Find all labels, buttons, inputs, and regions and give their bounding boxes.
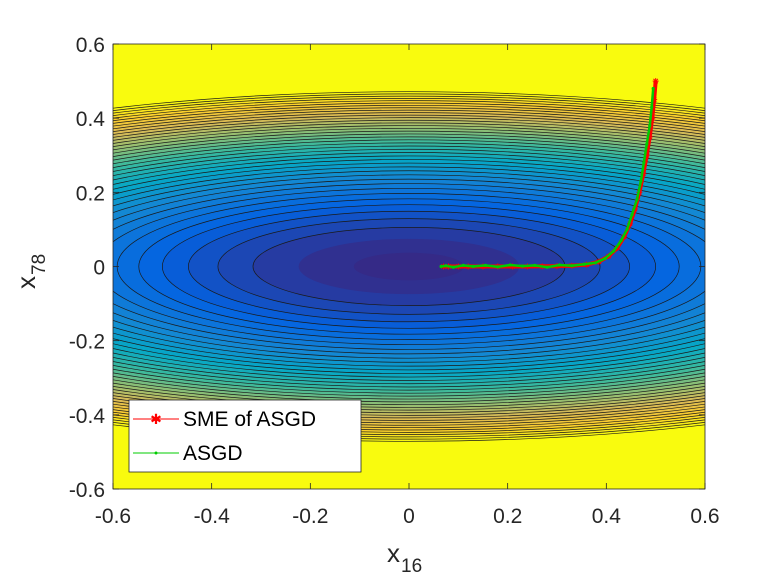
asgd-point <box>570 264 574 268</box>
asgd-point <box>557 263 562 267</box>
series-layer <box>439 78 659 270</box>
contour-line <box>113 114 705 419</box>
x-tick-label: 0.2 <box>493 505 522 528</box>
contour-line <box>113 100 705 433</box>
contour-line <box>188 210 630 323</box>
contour-line <box>113 142 705 391</box>
legend-box <box>128 399 362 473</box>
contour-line <box>138 198 680 335</box>
contour-line <box>113 155 705 378</box>
contour-line <box>113 145 705 388</box>
sme-asgd-point <box>652 78 659 85</box>
asgd-point <box>645 142 649 146</box>
asgd-point <box>520 264 525 268</box>
contour-line <box>161 204 657 329</box>
contour-line <box>113 130 705 403</box>
asgd-point <box>625 227 629 232</box>
asgd-point <box>619 238 623 243</box>
contour-line <box>113 105 705 428</box>
contour-line <box>113 112 705 421</box>
contour-line <box>113 174 705 359</box>
contour-line <box>113 170 705 363</box>
contour-line <box>113 107 705 426</box>
y-tick-label: 0 <box>93 257 105 280</box>
asgd-point <box>642 161 646 165</box>
asgd-point <box>651 86 655 91</box>
contour-line <box>113 93 705 440</box>
contour-line <box>113 183 705 350</box>
contour-line <box>113 102 705 431</box>
contour-line <box>113 98 705 435</box>
asgd-point <box>483 263 488 267</box>
contour-line <box>113 109 705 424</box>
contour-core <box>353 252 465 281</box>
contour-lines-layer <box>113 91 705 442</box>
contour-line <box>113 95 705 438</box>
x-tick-label: 0.4 <box>592 505 622 528</box>
contour-line <box>113 133 705 400</box>
asgd-point <box>444 264 448 268</box>
contour-line <box>113 178 705 355</box>
y-tick-label: 0.4 <box>76 108 106 131</box>
ticks-layer: -0.6 -0.4 -0.2 0 0.2 0.4 0.6 -0.6 -0.4 -0.2 0 0.2 0.… <box>69 34 720 528</box>
contour-line <box>113 127 705 406</box>
asgd-point <box>439 264 443 269</box>
contour-line <box>113 187 705 346</box>
x-tick-label: -0.6 <box>95 505 131 528</box>
contour-line <box>113 117 705 416</box>
contour-line <box>217 218 601 315</box>
asgd-point <box>533 263 537 267</box>
contour-line <box>113 152 705 381</box>
asgd-point <box>545 265 549 269</box>
contour-line <box>113 162 705 371</box>
y-tick-label: 0.2 <box>76 182 105 205</box>
legend-sme-marker: ✱ <box>150 411 162 427</box>
x-tick-label: -0.2 <box>292 505 328 528</box>
asgd-point <box>471 264 475 269</box>
contour-line <box>113 166 705 367</box>
contour-line <box>113 148 705 385</box>
asgd-point <box>603 256 607 260</box>
contour-line <box>113 139 705 394</box>
x-tick-label: 0 <box>403 505 415 528</box>
contour-line <box>113 122 705 411</box>
legend-asgd-label: ASGD <box>183 442 243 465</box>
legend-asgd-marker <box>154 451 158 455</box>
y-axis-label: x78 <box>11 254 50 289</box>
y-tick-label: -0.6 <box>69 479 105 502</box>
asgd-point <box>612 249 616 253</box>
contour-line <box>113 119 705 414</box>
asgd-point <box>461 263 465 267</box>
asgd-point <box>635 198 639 202</box>
asgd-point <box>496 265 500 269</box>
contour-line <box>113 159 705 374</box>
legend: ✱ SME of ASGD ASGD <box>128 399 362 473</box>
y-tick-label: -0.4 <box>69 405 106 428</box>
contour-line <box>113 136 705 397</box>
x-tick-label: -0.4 <box>194 505 231 528</box>
contour-line <box>113 125 705 408</box>
asgd-point <box>650 105 654 109</box>
asgd-point <box>630 212 634 217</box>
asgd-point <box>582 262 586 266</box>
asgd-point <box>508 263 512 267</box>
asgd-point <box>639 179 643 183</box>
contour-line <box>113 91 705 442</box>
x-axis-label: x16 <box>387 538 422 577</box>
legend-sme-label: SME of ASGD <box>183 408 316 431</box>
y-tick-label: -0.2 <box>69 331 105 354</box>
asgd-point <box>593 261 598 265</box>
asgd-point <box>648 123 652 128</box>
y-tick-label: 0.6 <box>76 34 105 57</box>
x-tick-label: 0.6 <box>690 505 719 528</box>
asgd-point <box>451 265 455 269</box>
